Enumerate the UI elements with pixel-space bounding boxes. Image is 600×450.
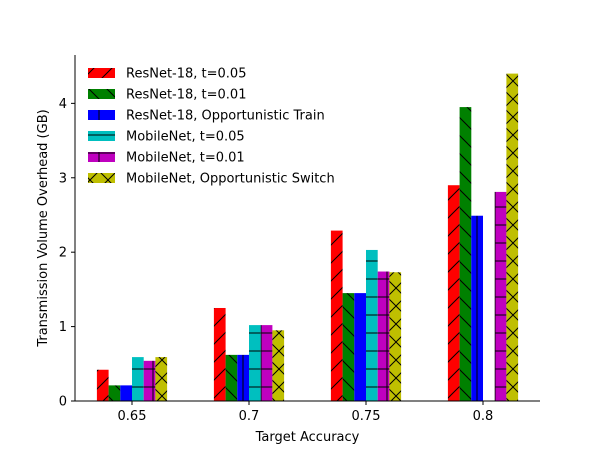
bar-0.75-series-1 (342, 293, 355, 401)
bar-0.75-series-5 (389, 272, 402, 401)
legend-swatch (88, 152, 115, 162)
bar-0.75-series-0 (330, 230, 343, 401)
legend-item: MobileNet, Opportunistic Switch (88, 172, 335, 187)
bar-0.65-series-1 (108, 385, 121, 401)
legend-label: ResNet-18, t=0.01 (126, 88, 246, 103)
legend-item: ResNet-18, Opportunistic Train (88, 109, 325, 124)
legend: ResNet-18, t=0.05 ResNet-18, t=0.01 ResNet… (88, 67, 335, 187)
legend-item: MobileNet, t=0.05 (88, 130, 245, 145)
y-tick-label: 3 (59, 171, 67, 186)
x-tick-label: 0.8 (473, 409, 494, 424)
legend-swatch (88, 173, 115, 183)
ticks-layer: 0 1 2 3 4 0.65 0.7 0.75 0.8 (59, 97, 494, 424)
bar-0.65-series-0 (96, 369, 109, 401)
bar-0.75-series-4 (377, 271, 390, 401)
bar-0.65-series-4 (143, 360, 156, 401)
axes-layer (74, 55, 540, 402)
x-tick-label: 0.7 (239, 409, 260, 424)
bars-layer (96, 73, 519, 401)
y-tick-label: 2 (59, 246, 67, 261)
bar-0.7-series-2 (237, 354, 249, 401)
x-tick-label: 0.75 (352, 409, 381, 424)
legend-item: ResNet-18, t=0.01 (88, 88, 246, 103)
legend-label: MobileNet, t=0.01 (126, 151, 245, 166)
bar-0.7-series-5 (272, 330, 285, 401)
x-tick-label: 0.65 (118, 409, 147, 424)
bar-0.75-series-2 (354, 293, 366, 401)
bar-0.65-series-2 (120, 385, 132, 401)
legend-label: MobileNet, t=0.05 (126, 130, 245, 145)
legend-item: ResNet-18, t=0.05 (88, 67, 246, 82)
legend-swatch (88, 68, 115, 78)
legend-item: MobileNet, t=0.01 (88, 151, 245, 166)
legend-label: ResNet-18, t=0.05 (126, 67, 246, 82)
bar-0.65-series-3 (132, 357, 144, 401)
bar-0.7-series-4 (260, 325, 273, 401)
bar-0.7-series-3 (249, 325, 261, 401)
bar-0.8-series-5 (506, 73, 519, 401)
y-tick-label: 4 (59, 97, 67, 112)
x-axis-label: Target Accuracy (255, 430, 360, 445)
bar-0.7-series-1 (225, 354, 238, 401)
legend-swatch (88, 89, 115, 99)
bar-0.8-series-4 (494, 191, 507, 401)
legend-swatch (88, 131, 115, 141)
bar-0.8-series-1 (459, 107, 472, 401)
legend-label: MobileNet, Opportunistic Switch (126, 172, 335, 187)
legend-swatch (88, 110, 115, 120)
bar-0.8-series-0 (447, 185, 460, 401)
y-tick-label: 1 (59, 320, 67, 335)
bar-0.65-series-5 (155, 357, 168, 401)
bar-0.75-series-3 (366, 249, 378, 401)
bar-0.8-series-2 (471, 215, 483, 401)
y-tick-label: 0 (59, 395, 67, 410)
bar-0.7-series-0 (213, 307, 226, 401)
legend-label: ResNet-18, Opportunistic Train (126, 109, 325, 124)
y-axis-label: Transmission Volume Overhead (GB) (36, 109, 51, 347)
